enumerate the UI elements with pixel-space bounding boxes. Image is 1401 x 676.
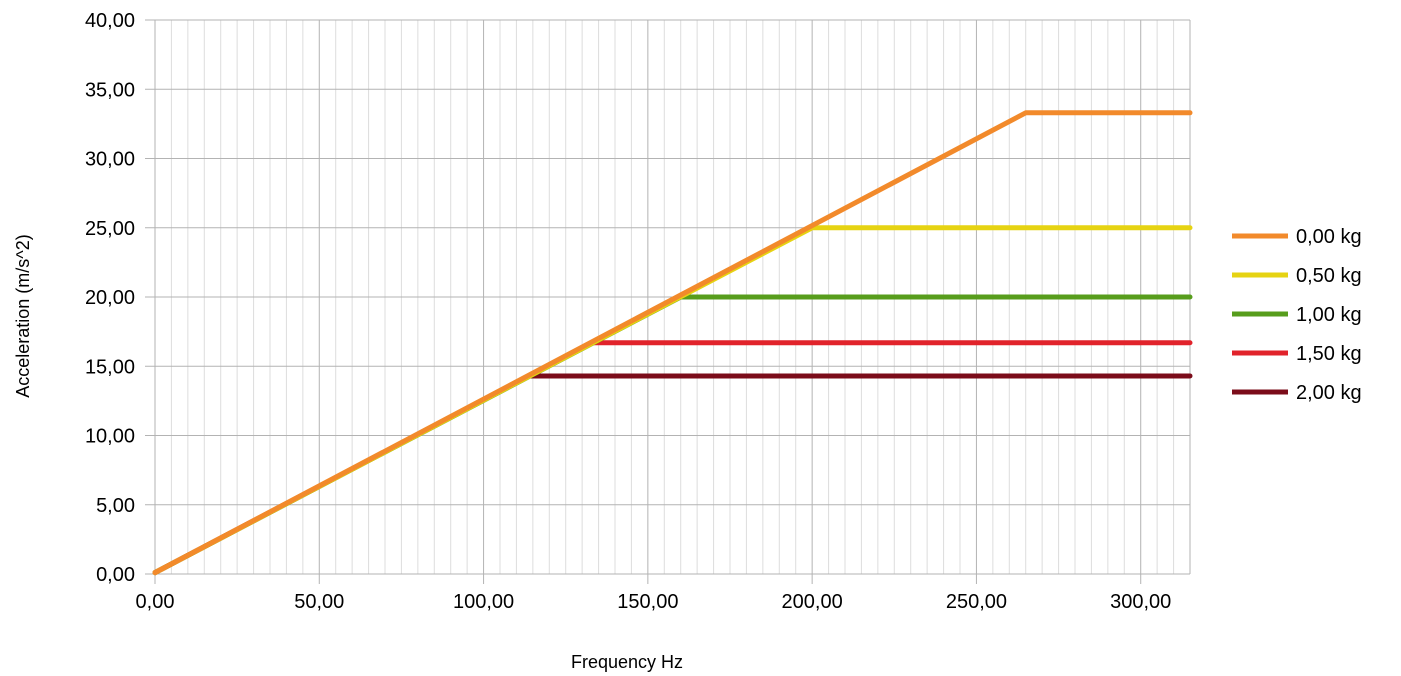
- x-tick-label: 300,00: [1110, 591, 1171, 613]
- legend-label: 1,50 kg: [1296, 343, 1362, 365]
- legend-label: 0,50 kg: [1296, 265, 1362, 287]
- series-line-0-50-kg: [152, 225, 1193, 576]
- legend: 0,00 kg 0,50 kg 1,00 kg 1,50 kg 2,00 kg: [1232, 226, 1362, 404]
- y-axis-title: Acceleration (m/s^2): [13, 234, 33, 398]
- y-tick-label: 10,00: [85, 426, 135, 448]
- series-lines: [152, 110, 1193, 576]
- legend-item: 0,00 kg: [1232, 226, 1362, 248]
- legend-item: 1,50 kg: [1232, 343, 1362, 365]
- series-line-0-00-kg: [152, 110, 1193, 576]
- y-tick-label: 20,00: [85, 287, 135, 309]
- series-line-2-00-kg: [152, 373, 1193, 576]
- x-tick-label: 150,00: [617, 591, 678, 613]
- y-tick-label: 25,00: [85, 218, 135, 240]
- y-tick-label: 40,00: [85, 10, 135, 32]
- x-tick-labels: 0,00 50,00 100,00 150,00 200,00 250,00 300,00: [136, 591, 1172, 613]
- legend-label: 2,00 kg: [1296, 382, 1362, 404]
- x-tick-label: 250,00: [946, 591, 1007, 613]
- x-tick-label: 0,00: [136, 591, 175, 613]
- y-tick-label: 15,00: [85, 356, 135, 378]
- axes: [145, 19, 1190, 584]
- x-tick-label: 100,00: [453, 591, 514, 613]
- x-axis-title: Frequency Hz: [571, 652, 683, 672]
- series-line-1-00-kg: [152, 294, 1193, 576]
- x-tick-label: 200,00: [782, 591, 843, 613]
- legend-item: 1,00 kg: [1232, 304, 1362, 326]
- y-tick-label: 35,00: [85, 79, 135, 101]
- legend-label: 1,00 kg: [1296, 304, 1362, 326]
- x-tick-label: 50,00: [294, 591, 344, 613]
- y-tick-label: 0,00: [96, 564, 135, 586]
- legend-label: 0,00 kg: [1296, 226, 1362, 248]
- y-tick-labels: 0,00 5,00 10,00 15,00 20,00 25,00 30,00 35,00 40…: [85, 10, 135, 586]
- y-tick-label: 5,00: [96, 495, 135, 517]
- legend-item: 0,50 kg: [1232, 265, 1362, 287]
- y-tick-label: 30,00: [85, 149, 135, 171]
- legend-item: 2,00 kg: [1232, 382, 1362, 404]
